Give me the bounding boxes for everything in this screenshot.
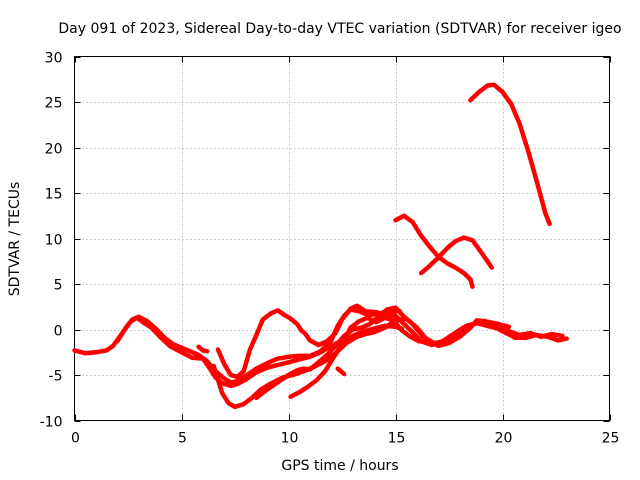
x-tick-labels: 0 5 10 15 20 25 (71, 431, 619, 447)
series-track-7 (288, 315, 432, 400)
y-tick-label: 5 (54, 278, 63, 294)
series-track-10 (418, 235, 495, 276)
series-track-11 (468, 82, 552, 227)
x-tick-label: 25 (602, 431, 620, 447)
y-tick-label: -10 (40, 415, 63, 431)
y-tick-labels: -10 -5 0 5 10 15 20 25 30 (40, 51, 63, 431)
series-track-6 (254, 305, 569, 401)
x-tick-label: 10 (281, 431, 299, 447)
series-track-9 (393, 213, 475, 289)
axis-ticks (74, 56, 611, 422)
series-track-3 (211, 316, 512, 410)
x-tick-label: 5 (178, 431, 187, 447)
x-axis-label: GPS time / hours (281, 458, 398, 474)
y-tick-label: 30 (45, 51, 63, 67)
chart-title: Day 091 of 2023, Sidereal Day-to-day VTE… (58, 21, 621, 37)
plot-frame (74, 56, 610, 421)
y-tick-label: 0 (54, 324, 63, 340)
x-tick-label: 20 (495, 431, 513, 447)
y-tick-label: 15 (45, 187, 63, 203)
series-track-8 (335, 366, 347, 377)
y-tick-label: 10 (45, 233, 63, 249)
y-tick-label: 25 (45, 96, 63, 112)
series-track-5 (196, 344, 210, 354)
x-tick-label: 0 (71, 431, 80, 447)
x-tick-label: 15 (388, 431, 406, 447)
gridlines (74, 56, 610, 421)
data-traces (72, 82, 569, 410)
y-tick-label: -5 (49, 369, 63, 385)
y-axis-label: SDTVAR / TECUs (7, 182, 23, 297)
y-tick-label: 20 (45, 142, 63, 158)
